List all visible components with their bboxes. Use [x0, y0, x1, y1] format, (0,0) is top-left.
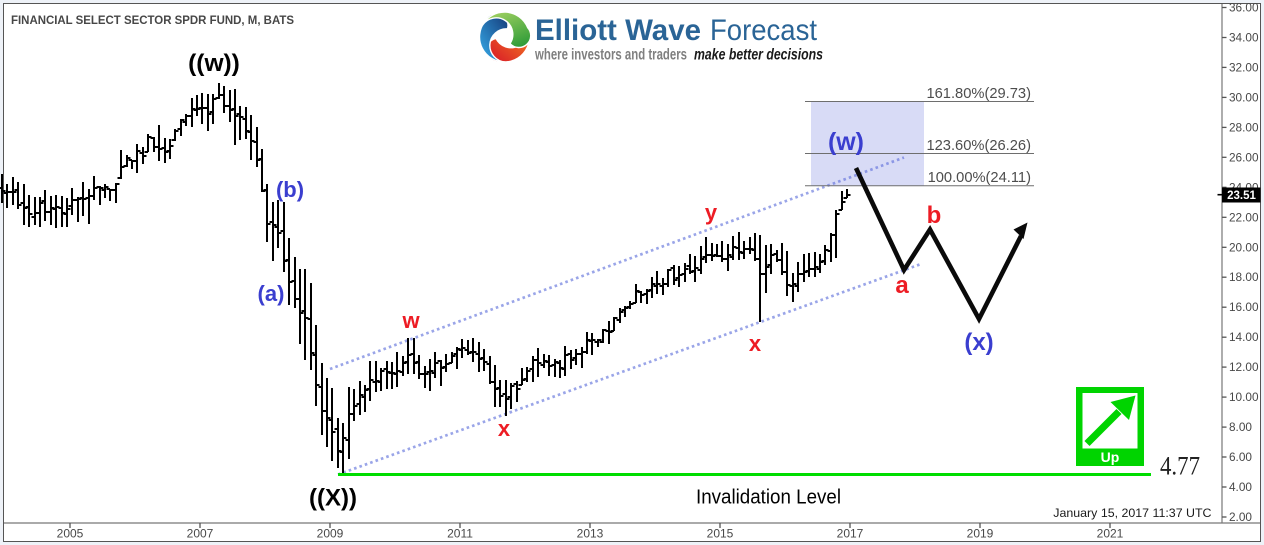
svg-text:((w)): ((w))	[188, 50, 240, 77]
svg-text:2015: 2015	[707, 527, 734, 541]
svg-text:y: y	[705, 200, 718, 225]
svg-text:2017: 2017	[837, 527, 864, 541]
svg-text:Forecast: Forecast	[710, 14, 818, 47]
svg-text:28.00: 28.00	[1229, 120, 1259, 134]
svg-text:32.00: 32.00	[1229, 60, 1259, 74]
svg-text:Elliott Wave: Elliott Wave	[535, 14, 701, 47]
svg-text:a: a	[895, 272, 909, 299]
svg-text:8.00: 8.00	[1229, 420, 1252, 434]
svg-text:22.00: 22.00	[1229, 210, 1259, 224]
svg-text:10.00: 10.00	[1229, 390, 1259, 404]
svg-text:26.00: 26.00	[1229, 150, 1259, 164]
svg-text:2019: 2019	[967, 527, 994, 541]
svg-text:2021: 2021	[1097, 527, 1124, 541]
svg-text:2007: 2007	[187, 527, 214, 541]
svg-text:(b): (b)	[276, 177, 304, 202]
svg-text:23.51: 23.51	[1227, 190, 1256, 202]
svg-text:x: x	[498, 416, 511, 441]
svg-text:January 15, 2017 11:37 UTC: January 15, 2017 11:37 UTC	[1053, 506, 1211, 520]
svg-text:((X)): ((X))	[309, 485, 357, 512]
svg-text:2009: 2009	[317, 527, 344, 541]
svg-text:b: b	[927, 202, 942, 229]
svg-text:34.00: 34.00	[1229, 31, 1259, 45]
svg-text:Invalidation Level: Invalidation Level	[696, 487, 841, 509]
svg-text:(a): (a)	[258, 281, 285, 306]
svg-text:2011: 2011	[447, 527, 473, 541]
svg-text:(w): (w)	[828, 128, 864, 156]
svg-text:x: x	[749, 331, 762, 356]
svg-text:where investors and traders: where investors and traders	[534, 47, 687, 64]
svg-text:2.00: 2.00	[1229, 510, 1252, 524]
svg-text:30.00: 30.00	[1229, 90, 1259, 104]
svg-text:20.00: 20.00	[1229, 240, 1259, 254]
svg-text:16.00: 16.00	[1229, 300, 1259, 314]
svg-text:123.60%(26.26): 123.60%(26.26)	[926, 138, 1031, 154]
svg-text:14.00: 14.00	[1229, 330, 1259, 344]
svg-text:100.00%(24.11): 100.00%(24.11)	[928, 170, 1031, 186]
svg-text:make better decisions: make better decisions	[694, 47, 823, 64]
svg-text:w: w	[401, 308, 420, 333]
svg-text:4.77: 4.77	[1160, 452, 1200, 481]
svg-text:(x): (x)	[964, 329, 993, 356]
svg-text:2005: 2005	[57, 527, 84, 541]
svg-text:18.00: 18.00	[1229, 270, 1259, 284]
svg-text:FINANCIAL SELECT SECTOR SPDR F: FINANCIAL SELECT SECTOR SPDR FUND, M, BA…	[11, 13, 294, 27]
svg-text:4.00: 4.00	[1229, 480, 1252, 494]
svg-text:6.00: 6.00	[1229, 450, 1252, 464]
svg-text:2013: 2013	[577, 527, 604, 541]
svg-text:161.80%(29.73): 161.80%(29.73)	[926, 86, 1031, 102]
svg-text:12.00: 12.00	[1229, 360, 1259, 374]
svg-text:36.00: 36.00	[1229, 1, 1259, 15]
svg-text:Up: Up	[1101, 449, 1120, 465]
